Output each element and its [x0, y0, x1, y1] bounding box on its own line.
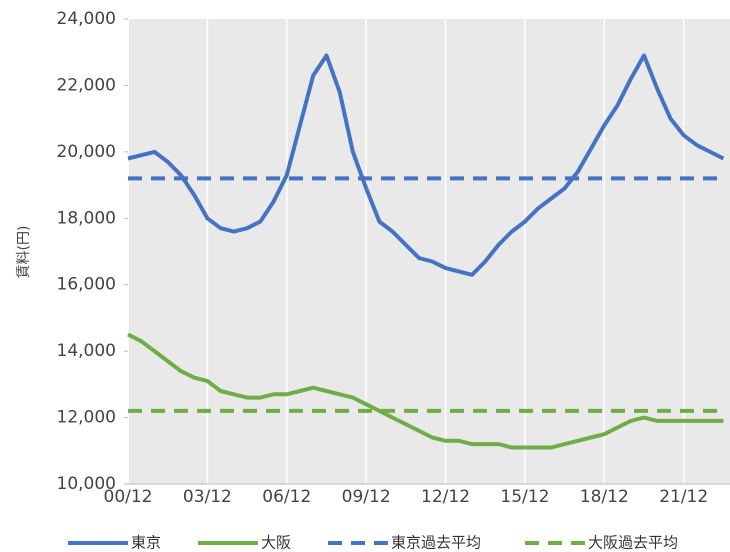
- x-tick-label: 06/12: [262, 487, 311, 507]
- x-tick-label: 03/12: [183, 487, 232, 507]
- x-tick-label: 00/12: [104, 487, 153, 507]
- x-tick-label: 18/12: [580, 487, 629, 507]
- y-tick-label: 14,000: [57, 341, 116, 361]
- plot-area: [128, 19, 730, 484]
- y-tick-label: 20,000: [57, 142, 116, 162]
- x-tick-label: 12/12: [421, 487, 470, 507]
- y-tick-label: 10,000: [57, 474, 116, 494]
- series-line: [127, 332, 724, 450]
- legend-label: 東京過去平均: [391, 534, 481, 552]
- y-axis-label: 賃料(円): [16, 226, 32, 279]
- x-tick-label: 09/12: [342, 487, 391, 507]
- y-tick-label: 24,000: [57, 9, 116, 29]
- x-tick-label: 21/12: [659, 487, 708, 507]
- y-tick-label: 22,000: [57, 75, 116, 95]
- y-tick-label: 16,000: [57, 275, 116, 295]
- series-line: [127, 53, 725, 277]
- legend-label: 大阪過去平均: [588, 534, 678, 552]
- y-tick-label: 18,000: [57, 208, 116, 228]
- legend-label: 東京: [131, 534, 161, 552]
- x-tick-label: 15/12: [500, 487, 549, 507]
- y-tick-label: 12,000: [57, 408, 116, 428]
- legend-label: 大阪: [261, 534, 291, 552]
